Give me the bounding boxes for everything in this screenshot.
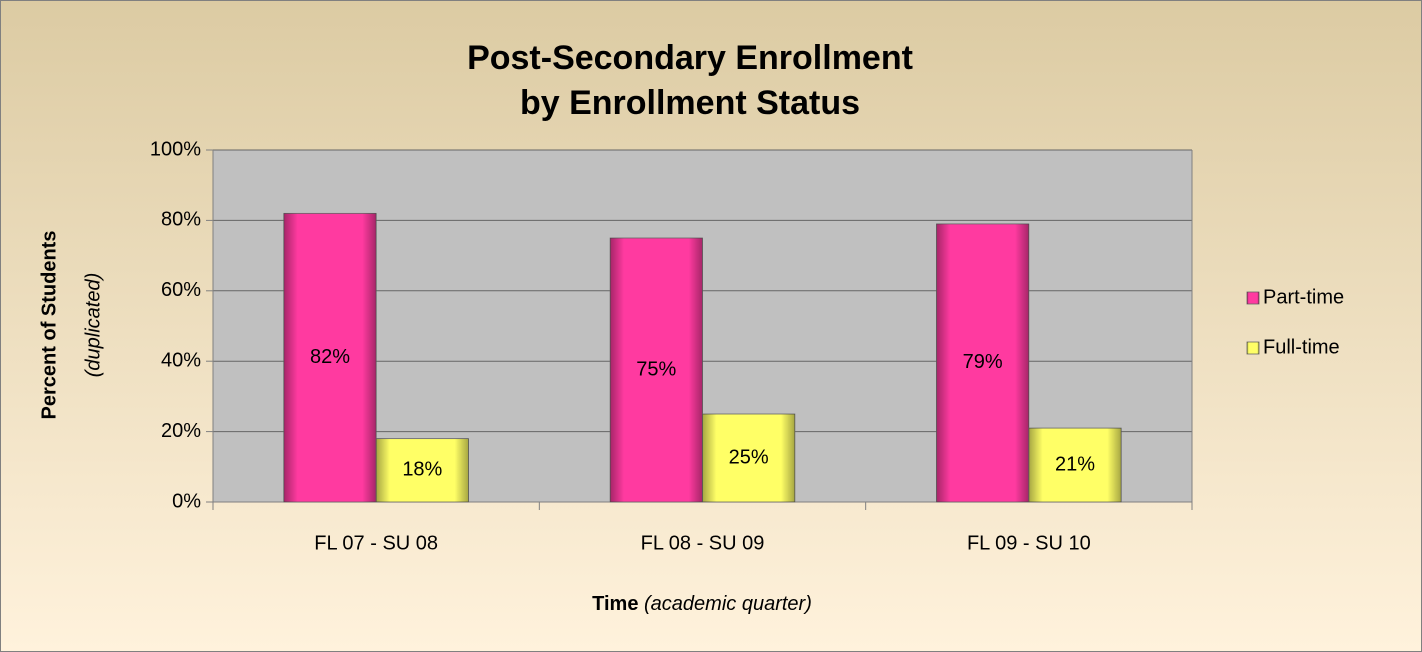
data-label: 82% (310, 346, 350, 368)
legend-label: Part-time (1263, 286, 1344, 308)
bar-shade (283, 213, 377, 503)
y-axis-label: Percent of Students (38, 231, 60, 420)
chart-title: Post-Secondary Enrollment (467, 39, 913, 77)
bar-shade (1028, 428, 1122, 502)
data-label: 18% (402, 459, 442, 481)
data-label: 79% (963, 351, 1003, 373)
x-axis-label: Time (academic quarter) (592, 593, 812, 615)
y-tick-label: 100% (150, 138, 201, 160)
chart-title: by Enrollment Status (520, 84, 860, 122)
x-tick-label: FL 08 - SU 09 (641, 532, 765, 554)
bar-shade (702, 414, 795, 502)
x-axis-note: (academic quarter) (644, 593, 812, 615)
y-tick-label: 80% (161, 209, 201, 231)
y-tick-label: 40% (161, 349, 201, 371)
data-label: 75% (636, 358, 676, 380)
x-tick-label: FL 07 - SU 08 (314, 532, 438, 554)
data-label: 25% (729, 446, 769, 468)
legend-marker-shade (1247, 292, 1259, 304)
y-axis-note: (duplicated) (82, 273, 104, 378)
y-tick-label: 0% (172, 490, 201, 512)
legend-marker-shade (1247, 342, 1259, 354)
bar-shade (376, 438, 469, 502)
legend-label: Full-time (1263, 336, 1340, 358)
x-tick-label: FL 09 - SU 10 (967, 532, 1091, 554)
bar-shade (610, 238, 703, 502)
bar-shade (936, 223, 1029, 503)
y-tick-label: 60% (161, 279, 201, 301)
x-axis-title: Time (592, 593, 638, 615)
data-label: 21% (1055, 453, 1095, 475)
y-tick-label: 20% (161, 420, 201, 442)
